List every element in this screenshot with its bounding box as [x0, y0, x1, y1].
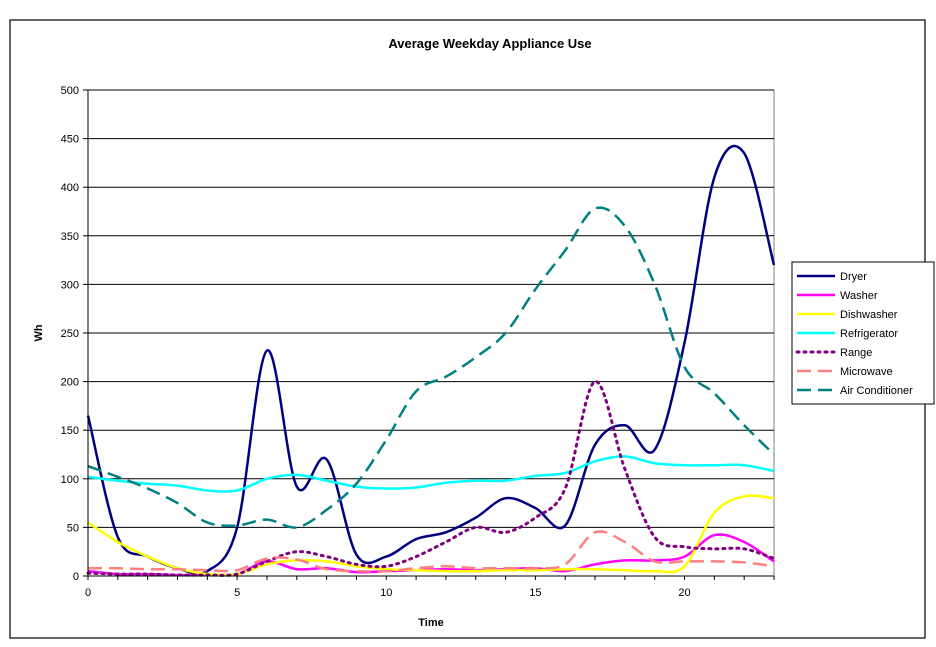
x-axis-ticks: 0 5 10 15 20 [85, 576, 775, 599]
x-tick-label: 10 [380, 587, 392, 599]
y-axis-ticks: 0 50 100 150 200 250 300 350 400 450 500 [61, 85, 88, 583]
legend-label: Dryer [840, 271, 867, 283]
x-tick-label: 15 [529, 587, 541, 599]
y-tick-label: 100 [61, 474, 79, 486]
x-tick-label: 20 [678, 587, 690, 599]
y-tick-label: 250 [61, 328, 79, 340]
legend: Dryer Washer Dishwasher Refrigerator Range Mi… [791, 261, 935, 405]
y-tick-label: 350 [61, 231, 79, 243]
series-line-range [86, 380, 776, 577]
y-tick-label: 300 [61, 279, 79, 291]
legend-items: Dryer Washer Dishwasher Refrigerator Range Mi… [795, 271, 913, 397]
legend-label: Microwave [840, 366, 893, 378]
y-tick-label: 450 [61, 134, 79, 146]
series-line-microwave [87, 530, 775, 573]
series-line-refrigerator [87, 455, 775, 493]
legend-label: Dishwasher [840, 309, 898, 321]
legend-label: Range [840, 347, 872, 359]
series-line-dishwasher [87, 494, 775, 577]
chart-title: Average Weekday Appliance Use [388, 36, 591, 51]
legend-label: Washer [840, 290, 878, 302]
legend-label: Air Conditioner [840, 385, 913, 397]
plot-area: 0 50 100 150 200 250 300 350 400 450 500 0 5 10 15 20 [61, 85, 776, 599]
y-tick-label: 400 [61, 182, 79, 194]
series-line-air-conditioner [87, 206, 775, 529]
y-axis-label: Wh [33, 324, 45, 341]
x-tick-label: 0 [85, 587, 91, 599]
y-tick-label: 50 [67, 522, 79, 534]
y-tick-label: 500 [61, 85, 79, 97]
x-axis-label: Time [418, 617, 443, 629]
series-line-dryer [86, 144, 776, 576]
y-tick-label: 0 [73, 571, 79, 583]
legend-label: Refrigerator [840, 328, 898, 340]
y-tick-label: 150 [61, 425, 79, 437]
series-lines [86, 144, 776, 577]
y-tick-label: 200 [61, 377, 79, 389]
gridlines [88, 89, 774, 528]
x-tick-label: 5 [234, 587, 240, 599]
